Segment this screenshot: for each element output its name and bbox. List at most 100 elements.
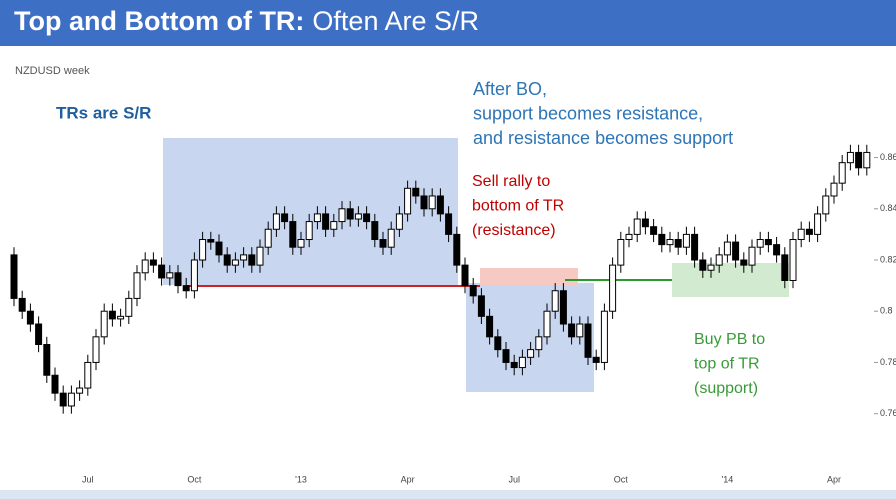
candle-body — [641, 218, 649, 228]
candle-body — [748, 246, 756, 266]
candle-body — [108, 310, 116, 320]
candle-body — [814, 213, 822, 235]
candle-body — [363, 213, 371, 223]
candle-body — [436, 195, 444, 215]
chart-title: Top and Bottom of TR: Often Are S/R — [14, 6, 479, 36]
candle-body — [313, 213, 321, 223]
candle-body — [699, 259, 707, 271]
candle-body — [166, 272, 174, 279]
candle-body — [395, 213, 403, 230]
x-tick-label: Jul — [82, 474, 94, 484]
candle-body — [469, 285, 477, 297]
y-tick-label: 0.8 — [880, 306, 893, 316]
candle-body — [863, 151, 871, 169]
candle-body — [190, 259, 198, 292]
candle-body — [125, 297, 133, 317]
candle-body — [289, 221, 297, 248]
candle-body — [846, 151, 854, 164]
annotation: (support) — [694, 380, 758, 397]
candle-body — [682, 233, 690, 248]
candle-body — [494, 336, 502, 351]
annotation: Sell rally to — [472, 173, 550, 190]
candle-body — [387, 228, 395, 248]
y-tick-label: 0.82 — [880, 254, 896, 264]
y-tick-label: 0.84 — [880, 203, 896, 213]
candle-body — [691, 233, 699, 261]
candle-body — [633, 218, 641, 235]
candle-body — [477, 295, 485, 317]
candle-body — [322, 213, 330, 230]
y-tick-label: 0.78 — [880, 357, 896, 367]
candle-body — [420, 195, 428, 210]
title-bar — [0, 0, 896, 46]
candle-body — [117, 315, 125, 320]
annotation: top of TR — [694, 356, 760, 373]
candle-body — [240, 254, 248, 261]
candle-body — [461, 264, 469, 287]
candle-body — [445, 213, 453, 235]
candle-body — [822, 195, 830, 215]
candle-body — [264, 228, 272, 248]
range-box — [466, 283, 594, 392]
symbol-label: NZDUSD week — [15, 65, 90, 77]
candle-body — [789, 239, 797, 281]
candle-body — [773, 244, 781, 256]
candle-body — [354, 213, 362, 220]
candle-body — [43, 344, 51, 376]
candle-body — [838, 162, 846, 184]
candle-body — [92, 336, 100, 363]
candle-body — [371, 221, 379, 241]
candle-body — [830, 182, 838, 197]
title-rest: Often Are S/R — [312, 6, 479, 36]
candle-body — [625, 233, 633, 241]
candle-body — [617, 239, 625, 266]
x-tick-label: Apr — [401, 474, 415, 484]
x-tick-label: '13 — [295, 474, 307, 484]
candle-body — [338, 208, 346, 223]
candle-body — [141, 259, 149, 274]
candle-body — [10, 254, 18, 299]
candle-body — [740, 259, 748, 266]
annotation: TRs are S/R — [56, 103, 151, 122]
candle-body — [543, 310, 551, 338]
candle-body — [67, 392, 75, 407]
candle-body — [59, 392, 67, 407]
candle-body — [559, 290, 567, 325]
candle-body — [379, 239, 387, 248]
candle-body — [281, 213, 289, 223]
candle-body — [666, 239, 674, 246]
y-tick-label: 0.86 — [880, 152, 896, 162]
candle-body — [609, 264, 617, 312]
candle-body — [297, 239, 305, 248]
range-box — [163, 138, 458, 285]
candle-body — [223, 254, 231, 266]
annotation: bottom of TR — [472, 198, 564, 215]
candle-body — [715, 254, 723, 266]
candle-body — [199, 239, 207, 261]
candle-body — [26, 310, 34, 325]
candle-body — [346, 208, 354, 220]
x-tick-label: '14 — [722, 474, 734, 484]
resistance-zone — [480, 268, 578, 285]
candle-body — [215, 241, 223, 256]
candle-body — [518, 356, 526, 369]
y-tick-label: 0.76 — [880, 408, 896, 418]
bottom-strip — [0, 490, 896, 499]
candle-body — [412, 187, 420, 197]
candle-body — [658, 233, 666, 246]
candle-body — [764, 239, 772, 246]
candle-body — [207, 239, 215, 243]
candle-body — [133, 272, 141, 299]
candle-body — [527, 349, 535, 358]
candle-body — [723, 241, 731, 256]
candle-body — [231, 259, 239, 266]
candle-body — [576, 323, 584, 338]
candle-body — [568, 323, 576, 338]
annotation: After BO, — [473, 79, 547, 99]
candle-body — [650, 226, 658, 235]
candle-body — [248, 254, 256, 266]
x-tick-label: Apr — [827, 474, 841, 484]
candle-body — [592, 356, 600, 363]
